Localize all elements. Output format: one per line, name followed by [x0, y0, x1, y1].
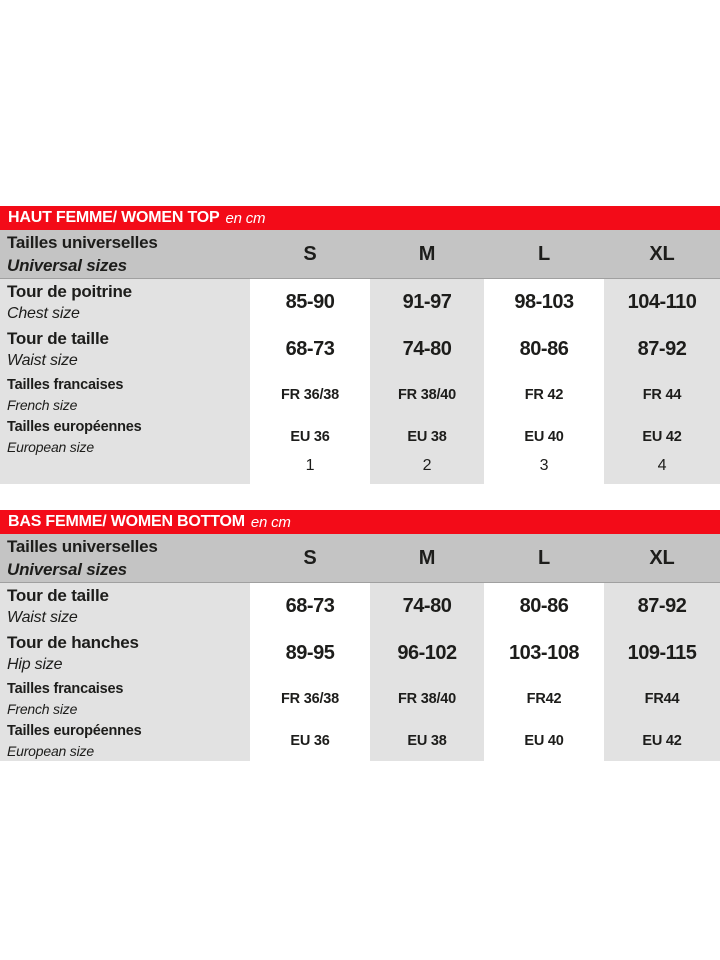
- col-header-m: M: [418, 546, 436, 569]
- row-label: Tour de taille Waist size: [0, 583, 250, 630]
- row-label-en: European size: [7, 439, 94, 455]
- value-cell-xl: FR 44: [604, 373, 720, 417]
- value-cell-xl: 109-115: [604, 630, 720, 677]
- table-unit-label: en cm: [250, 513, 291, 531]
- value-cell-xl: FR44: [604, 677, 720, 721]
- value-cell-l: 98-103: [487, 279, 601, 326]
- row-label-fr: Tour de poitrine: [7, 282, 132, 301]
- universal-sizes-en: Universal sizes: [7, 256, 127, 275]
- table-title: HAUT FEMME/ WOMEN TOP: [8, 209, 220, 226]
- row-label-en: Waist size: [7, 609, 78, 626]
- chest-size-row: Tour de poitrine Chest size 85-90 91-97 …: [0, 279, 720, 326]
- value-cell-l: 3: [487, 457, 601, 484]
- row-label: Tailles francaises French size: [0, 373, 250, 417]
- row-label-fr: Tailles européennes: [7, 419, 142, 435]
- table-unit-label: en cm: [225, 209, 266, 227]
- women-top-title-bar: HAUT FEMME/ WOMEN TOP en cm: [0, 206, 720, 230]
- row-label-fr: Tailles européennes: [7, 723, 142, 739]
- value-cell-s: 85-90: [253, 279, 367, 326]
- value-cell-l: FR 42: [487, 373, 601, 417]
- value-cell-m: EU 38: [370, 721, 484, 761]
- col-header-xl: XL: [649, 242, 675, 265]
- value-cell-s: 89-95: [253, 630, 367, 677]
- row-label: Tour de hanches Hip size: [0, 630, 250, 677]
- waist-size-row: Tour de taille Waist size 68-73 74-80 80…: [0, 326, 720, 373]
- universal-sizes-label: Tailles universelles Universal sizes: [0, 534, 250, 582]
- row-label-fr: Tailles francaises: [7, 681, 124, 697]
- row-label-fr: Tailles francaises: [7, 377, 124, 393]
- col-header-s: S: [303, 546, 317, 569]
- universal-sizes-fr: Tailles universelles: [7, 537, 158, 556]
- value-cell-xl: 104-110: [604, 279, 720, 326]
- value-cell-l: 80-86: [487, 583, 601, 630]
- value-cell-m: 74-80: [370, 583, 484, 630]
- row-label-fr: Tour de taille: [7, 586, 109, 605]
- value-cell-m: FR 38/40: [370, 373, 484, 417]
- women-top-size-table: HAUT FEMME/ WOMEN TOP en cm Tailles univ…: [0, 206, 720, 484]
- table-title: BAS FEMME/ WOMEN BOTTOM: [8, 513, 245, 530]
- row-label-fr: Tour de taille: [7, 329, 109, 348]
- row-label: Tour de poitrine Chest size: [0, 279, 250, 326]
- women-bottom-size-table: BAS FEMME/ WOMEN BOTTOM en cm Tailles un…: [0, 510, 720, 761]
- row-label-en: French size: [7, 701, 78, 717]
- value-cell-s: FR 36/38: [253, 373, 367, 417]
- women-bottom-title-bar: BAS FEMME/ WOMEN BOTTOM en cm: [0, 510, 720, 534]
- row-label-en: European size: [7, 743, 94, 759]
- value-cell-m: 96-102: [370, 630, 484, 677]
- value-cell-l: 80-86: [487, 326, 601, 373]
- value-cell-s: 68-73: [253, 326, 367, 373]
- table-gap: [0, 484, 720, 510]
- value-cell-s: 68-73: [253, 583, 367, 630]
- top-whitespace: [0, 0, 720, 206]
- french-size-row: Tailles francaises French size FR 36/38 …: [0, 373, 720, 417]
- col-header-s: S: [303, 242, 317, 265]
- value-cell-xl: EU 42: [604, 417, 720, 457]
- row-label: Tailles européennes European size: [0, 721, 250, 761]
- col-header-xl: XL: [649, 546, 675, 569]
- row-label: Tour de taille Waist size: [0, 326, 250, 373]
- row-label-en: French size: [7, 397, 78, 413]
- value-cell-xl: EU 42: [604, 721, 720, 761]
- french-size-row: Tailles francaises French size FR 36/38 …: [0, 677, 720, 721]
- value-cell-l: FR42: [487, 677, 601, 721]
- value-cell-xl: 4: [604, 457, 720, 484]
- value-cell-l: EU 40: [487, 721, 601, 761]
- universal-sizes-en: Universal sizes: [7, 560, 127, 579]
- col-header-m: M: [418, 242, 436, 265]
- value-cell-m: 74-80: [370, 326, 484, 373]
- size-header-row: Tailles universelles Universal sizes S M…: [0, 230, 720, 279]
- value-cell-m: 2: [370, 457, 484, 484]
- european-size-row: Tailles européennes European size EU 36 …: [0, 721, 720, 761]
- row-label: Tailles européennes European size: [0, 417, 250, 457]
- waist-size-row: Tour de taille Waist size 68-73 74-80 80…: [0, 583, 720, 630]
- value-cell-s: FR 36/38: [253, 677, 367, 721]
- value-cell-xl: 87-92: [604, 583, 720, 630]
- value-cell-m: 91-97: [370, 279, 484, 326]
- row-label-en: Hip size: [7, 656, 63, 673]
- hip-size-row: Tour de hanches Hip size 89-95 96-102 10…: [0, 630, 720, 677]
- row-label-fr: Tour de hanches: [7, 633, 139, 652]
- value-cell-l: 103-108: [487, 630, 601, 677]
- universal-sizes-fr: Tailles universelles: [7, 233, 158, 252]
- row-label: Tailles francaises French size: [0, 677, 250, 721]
- universal-sizes-label: Tailles universelles Universal sizes: [0, 230, 250, 278]
- row-label-en: Waist size: [7, 352, 78, 369]
- row-label-en: Chest size: [7, 305, 80, 322]
- value-cell-s: EU 36: [253, 417, 367, 457]
- value-cell-m: FR 38/40: [370, 677, 484, 721]
- row-label-empty: [0, 457, 250, 484]
- col-header-l: L: [537, 546, 551, 569]
- european-size-row: Tailles européennes European size EU 36 …: [0, 417, 720, 457]
- numeric-size-row: 1 2 3 4: [0, 457, 720, 484]
- value-cell-m: EU 38: [370, 417, 484, 457]
- col-header-l: L: [537, 242, 551, 265]
- size-header-row: Tailles universelles Universal sizes S M…: [0, 534, 720, 583]
- value-cell-s: EU 36: [253, 721, 367, 761]
- value-cell-xl: 87-92: [604, 326, 720, 373]
- value-cell-s: 1: [253, 457, 367, 484]
- value-cell-l: EU 40: [487, 417, 601, 457]
